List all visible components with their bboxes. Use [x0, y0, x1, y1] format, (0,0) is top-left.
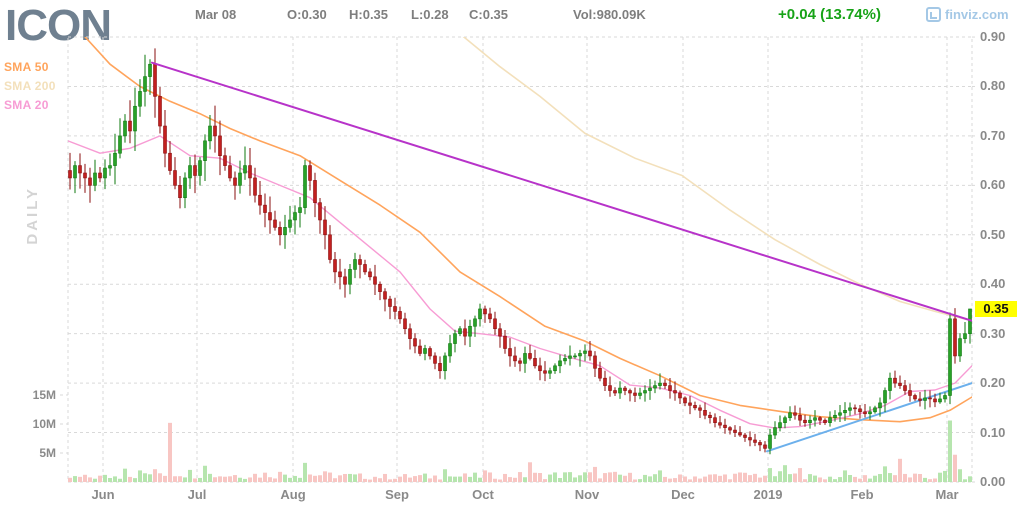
y-axis-label: 0.20	[980, 375, 1006, 391]
high-value: H:0.35	[349, 7, 389, 22]
y-axis-label: 0.70	[980, 127, 1006, 143]
chart-date: Mar 08	[195, 7, 237, 22]
volume-axis-label: 10M	[32, 417, 56, 431]
y-axis-label: 0.90	[980, 29, 1006, 45]
x-axis-label: Mar	[935, 487, 959, 502]
volume-axis-label: 5M	[39, 446, 56, 460]
open-value: O:0.30	[287, 7, 327, 22]
y-axis-label: 0.60	[980, 177, 1006, 193]
x-axis-label: Nov	[574, 487, 600, 502]
finviz-logo-icon	[926, 7, 941, 22]
x-axis-label: Feb	[850, 487, 874, 502]
y-axis-label: 0.80	[980, 78, 1006, 94]
page-title: ICON	[5, 1, 112, 50]
finviz-brand-label: finviz.com	[945, 7, 1009, 22]
price-change: +0.04 (13.74%)	[778, 6, 881, 23]
close-value: C:0.35	[469, 7, 509, 22]
y-axis-label: 0.10	[980, 424, 1006, 440]
legend-sma50: SMA 50	[4, 60, 49, 74]
x-axis-label: Dec	[671, 487, 695, 502]
legend-sma20: SMA 20	[4, 98, 49, 112]
y-axis-label: 0.00	[980, 474, 1006, 489]
y-axis-label: 0.30	[980, 325, 1006, 341]
volume-value: Vol:980.09K	[573, 7, 646, 22]
y-axis-label: 0.40	[980, 276, 1006, 292]
volume-axis-label: 15M	[32, 388, 56, 402]
x-axis-label: Sep	[385, 487, 409, 502]
y-axis-label: 0.50	[980, 226, 1006, 242]
legend-sma200: SMA 200	[4, 79, 56, 93]
x-axis-label: 2019	[753, 487, 783, 502]
x-axis-label: Oct	[472, 487, 494, 502]
x-axis-label: Jun	[91, 487, 115, 502]
finviz-brand-link[interactable]: finviz.com	[926, 7, 1009, 22]
current-price-tag: 0.35	[975, 301, 1017, 317]
x-axis-label: Aug	[280, 487, 306, 502]
low-value: L:0.28	[411, 7, 449, 22]
x-axis-label: Jul	[187, 487, 207, 502]
